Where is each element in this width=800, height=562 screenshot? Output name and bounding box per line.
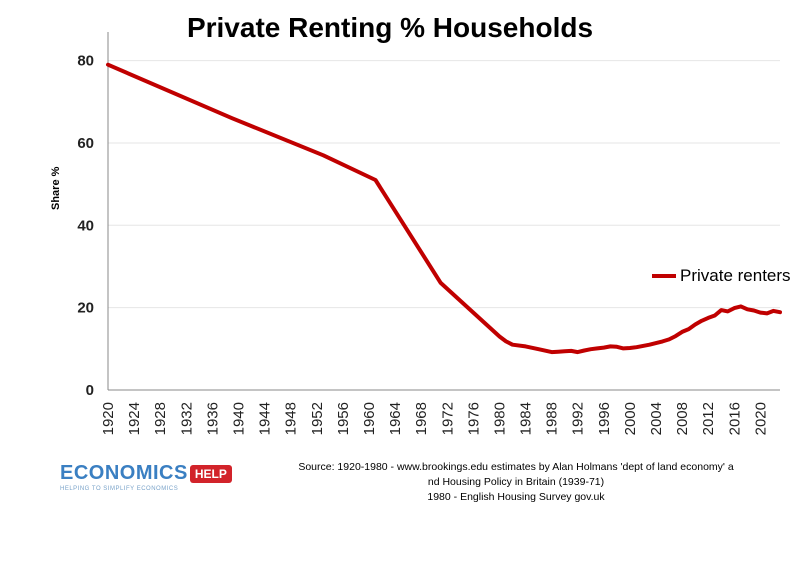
y-axis-label: Share % (50, 166, 62, 210)
economics-help-logo[interactable]: ECONOMICS HELP HELPING TO SIMPLIFY ECONO… (60, 462, 232, 492)
x-tick-label-1944: 1944 (257, 402, 274, 435)
chart-title: Private Renting % Households (186, 12, 594, 43)
gridlines (108, 60, 780, 309)
axes (107, 32, 780, 391)
logo-word: ECONOMICS (60, 462, 188, 484)
source-note: Source: 1920-1980 - www.brookings.edu es… (286, 460, 746, 506)
x-tick-label-1952: 1952 (309, 402, 326, 435)
x-tick-label-1996: 1996 (596, 402, 613, 435)
y-tick-label-0: 0 (86, 382, 94, 399)
x-tick-label-1948: 1948 (283, 402, 300, 435)
x-tick-label-2008: 2008 (674, 402, 691, 435)
x-tick-label-1956: 1956 (335, 402, 352, 435)
y-tick-labels: 0 20 40 60 80 (77, 53, 94, 399)
x-tick-label-1940: 1940 (230, 402, 247, 435)
x-tick-label-1928: 1928 (152, 402, 169, 435)
source-line-1: Source: 1920-1980 - www.brookings.edu es… (298, 461, 734, 473)
x-tick-label-2016: 2016 (726, 402, 743, 435)
x-tick-label-1964: 1964 (387, 402, 404, 435)
x-tick-label-1936: 1936 (204, 402, 221, 435)
x-tick-label-1988: 1988 (544, 402, 561, 435)
x-tick-label-1920: 1920 (100, 402, 117, 435)
x-tick-label-1960: 1960 (361, 402, 378, 435)
legend-label: Private renters (680, 266, 791, 285)
x-tick-label-1980: 1980 (491, 402, 508, 435)
x-tick-label-1924: 1924 (126, 402, 143, 435)
x-tick-labels: 1920 1924 1928 1932 1936 1940 1944 1948 1952 1956… (100, 402, 769, 435)
x-tick-label-2012: 2012 (700, 402, 717, 435)
legend: Private renters (652, 266, 791, 286)
x-tick-label-2004: 2004 (648, 402, 665, 435)
x-tick-label-1968: 1968 (413, 402, 430, 435)
logo-tagline: HELPING TO SIMPLIFY ECONOMICS (60, 486, 179, 492)
series-layer (106, 62, 782, 355)
y-tick-label-80: 80 (77, 53, 94, 70)
x-tick-label-1932: 1932 (178, 402, 195, 435)
x-tick-label-2020: 2020 (752, 402, 769, 435)
legend-swatch (652, 274, 676, 278)
logo-badge: HELP (189, 464, 232, 483)
y-tick-label-40: 40 (77, 217, 94, 234)
x-tick-label-2000: 2000 (622, 402, 639, 435)
x-tick-label-1976: 1976 (465, 402, 482, 435)
series-line-0 (106, 62, 782, 355)
y-tick-label-60: 60 (77, 135, 94, 152)
y-tick-label-20: 20 (77, 300, 94, 317)
x-tick-label-1984: 1984 (518, 402, 535, 435)
source-line-3: 1980 - English Housing Survey gov.uk (427, 491, 605, 504)
x-tick-label-1992: 1992 (570, 402, 587, 435)
source-line-2: nd Housing Policy in Britain (1939-71) (427, 476, 605, 489)
x-tick-label-1972: 1972 (439, 402, 456, 435)
